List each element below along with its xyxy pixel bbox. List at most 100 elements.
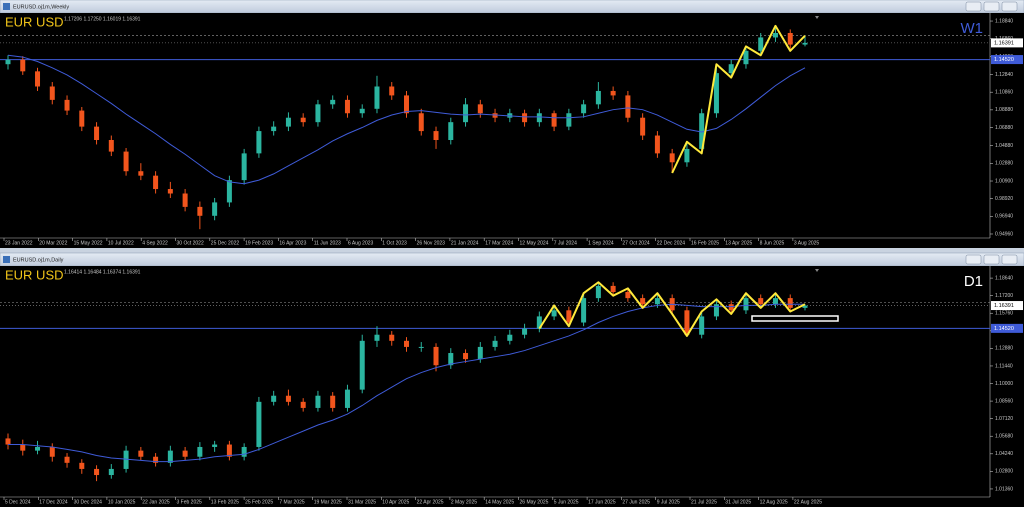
- chart-area: [0, 13, 1024, 248]
- x-tick-label: 14 May 2025: [485, 499, 514, 505]
- x-tick-label: 16 Feb 2025: [691, 240, 719, 246]
- zigzag: [671, 24, 806, 174]
- candle-body: [684, 310, 690, 335]
- candle-body: [20, 59, 26, 72]
- y-tick-label: 1.00900: [995, 178, 1013, 184]
- window-icon: [3, 3, 10, 10]
- x-tick-label: 20 Mar 2022: [39, 240, 67, 246]
- candle-body: [522, 113, 528, 123]
- y-tick-label: 1.10860: [995, 90, 1013, 96]
- candle-body: [5, 438, 11, 445]
- candle-body: [728, 64, 734, 74]
- drawn-rectangle: [751, 315, 839, 322]
- window-button[interactable]: [983, 254, 1000, 265]
- candle-body: [713, 73, 719, 114]
- candle-body: [463, 104, 469, 123]
- candle-body: [477, 346, 483, 360]
- window-button[interactable]: [1001, 1, 1018, 12]
- candle-body: [522, 328, 528, 335]
- x-tick-label: 7 Mar 2025: [279, 499, 305, 505]
- candle-body: [344, 99, 350, 114]
- candle-body: [743, 298, 749, 311]
- candle-body: [713, 304, 719, 317]
- x-tick-label: 27 Oct 2024: [622, 240, 649, 246]
- candle-body: [359, 340, 365, 390]
- chart-window: EURUSD.oj1m,Weekly1.188401.168601.148601…: [0, 0, 1024, 248]
- candle-body: [669, 153, 675, 163]
- candle-body: [802, 305, 808, 308]
- y-tick-label: 1.02800: [995, 469, 1013, 475]
- y-tick-label: 1.12840: [995, 72, 1013, 78]
- x-tick-label: 7 Jul 2024: [554, 240, 577, 246]
- y-tick-label: 1.18840: [995, 18, 1013, 24]
- ohlc-header: 1.17206 1.17250 1.16019 1.16391: [64, 16, 141, 22]
- candle-body: [315, 104, 321, 123]
- x-tick-label: 22 Aug 2025: [794, 499, 822, 505]
- candle-body: [138, 171, 144, 176]
- candle-body: [566, 113, 572, 127]
- x-tick-label: 10 Jan 2025: [108, 499, 136, 505]
- y-tick-label: 1.04880: [995, 143, 1013, 149]
- candle-body: [123, 151, 129, 172]
- window-button[interactable]: [965, 1, 982, 12]
- candle-body: [182, 450, 188, 457]
- x-tick-label: 31 Jul 2025: [725, 499, 751, 505]
- y-tick-label: 1.04240: [995, 451, 1013, 457]
- candle-body: [787, 32, 793, 45]
- window-button[interactable]: [965, 254, 982, 265]
- candle-body: [241, 153, 247, 181]
- candle-body: [625, 292, 631, 299]
- candle-body: [418, 113, 424, 132]
- candle-body: [300, 117, 306, 123]
- candle-body: [640, 117, 646, 136]
- x-tick-label: 3 Feb 2025: [177, 499, 203, 505]
- candle-body: [49, 446, 55, 457]
- moving-average: [8, 303, 805, 463]
- candle-body: [374, 334, 380, 341]
- candle-body: [699, 113, 705, 149]
- candle-body: [182, 193, 188, 207]
- x-tick-label: 13 Apr 2025: [725, 240, 752, 246]
- candle-body: [330, 395, 336, 408]
- x-tick-label: 19 Feb 2023: [245, 240, 273, 246]
- candle-body: [433, 131, 439, 140]
- x-tick-label: 26 May 2025: [520, 499, 549, 505]
- x-tick-label: 21 Jan 2024: [451, 240, 479, 246]
- candle-body: [35, 71, 41, 87]
- candle-body: [772, 298, 778, 305]
- candle-body: [404, 95, 409, 114]
- candle-body: [285, 395, 291, 402]
- y-tick-label: 1.18640: [995, 275, 1013, 281]
- price-label: 1.16391: [994, 40, 1014, 46]
- window-button[interactable]: [1001, 254, 1018, 265]
- x-tick-label: 17 Jun 2025: [588, 499, 616, 505]
- candle-body: [595, 285, 601, 299]
- candle-body: [640, 298, 646, 305]
- timeframe: D1: [964, 273, 983, 290]
- candle-body: [433, 346, 439, 366]
- candle-body: [625, 95, 631, 118]
- candle-body: [507, 334, 513, 341]
- candle-body: [492, 340, 498, 347]
- y-tick-label: 1.10000: [995, 381, 1013, 387]
- candle-body: [418, 346, 424, 348]
- candle-body: [728, 304, 734, 311]
- candle-body: [79, 110, 85, 127]
- window-button[interactable]: [983, 1, 1000, 12]
- level-box: [991, 323, 1023, 333]
- y-tick-label: 1.17200: [995, 293, 1013, 299]
- candle-body: [138, 450, 144, 457]
- x-tick-label: 10 Apr 2025: [382, 499, 409, 505]
- candle-body: [374, 86, 380, 109]
- candle-body: [285, 117, 291, 127]
- x-tick-label: 30 Dec 2024: [74, 499, 103, 505]
- candle-body: [654, 135, 660, 154]
- candle-body: [197, 206, 203, 216]
- x-tick-label: 26 Nov 2023: [417, 240, 446, 246]
- candle-body: [94, 126, 100, 140]
- y-tick-label: 0.94960: [995, 231, 1013, 237]
- ohlc-header: 1.16414 1.16484 1.16374 1.16391: [64, 269, 141, 275]
- candle-body: [551, 113, 557, 127]
- candle-body: [64, 456, 70, 463]
